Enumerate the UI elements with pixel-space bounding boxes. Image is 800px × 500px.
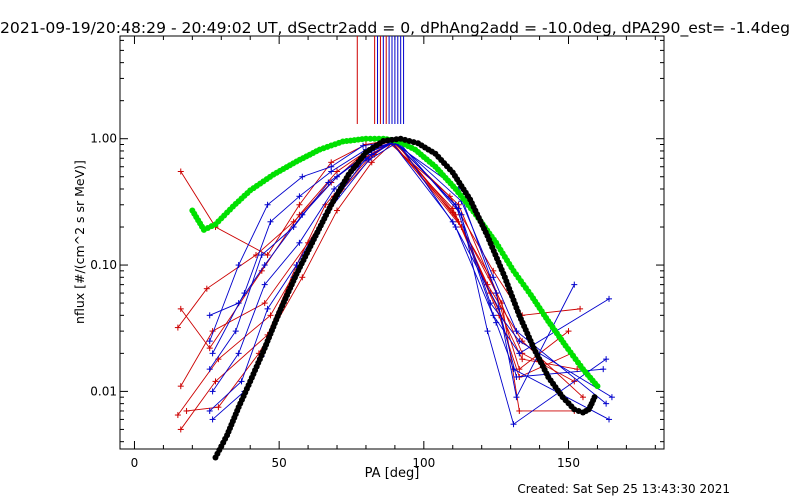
vertical-markers xyxy=(356,36,405,124)
series-group xyxy=(174,135,615,461)
y-axis-label: nflux [#/(cm^2 s sr MeV)] xyxy=(72,160,87,324)
axis-ticks: 0 50 100 150 0.01 0.10 1.00 xyxy=(90,36,664,470)
chart-title: 2021-09-19/20:48:29 - 20:49:02 UT, dSect… xyxy=(0,19,790,38)
x-tick-label: 50 xyxy=(272,456,287,470)
y-tick-label: 1.00 xyxy=(90,132,117,146)
black-curve-dot xyxy=(591,394,598,401)
x-tick-label: 150 xyxy=(557,456,580,470)
blue-series-line xyxy=(209,140,613,412)
x-tick-label: 0 xyxy=(131,456,139,470)
x-tick-label: 100 xyxy=(412,456,435,470)
green-curve-dot xyxy=(367,135,374,142)
y-tick-label: 0.10 xyxy=(90,258,117,272)
red-series-line xyxy=(180,140,572,430)
y-tick-label: 0.01 xyxy=(90,384,117,398)
blue-series-line xyxy=(209,140,607,425)
green-curve-dot xyxy=(371,135,378,142)
green-curve-dot xyxy=(362,135,369,142)
x-axis-label: PA [deg] xyxy=(365,466,420,481)
green-curve-dot xyxy=(594,383,601,390)
footer-timestamp: Created: Sat Sep 25 13:43:30 2021 xyxy=(517,482,730,496)
